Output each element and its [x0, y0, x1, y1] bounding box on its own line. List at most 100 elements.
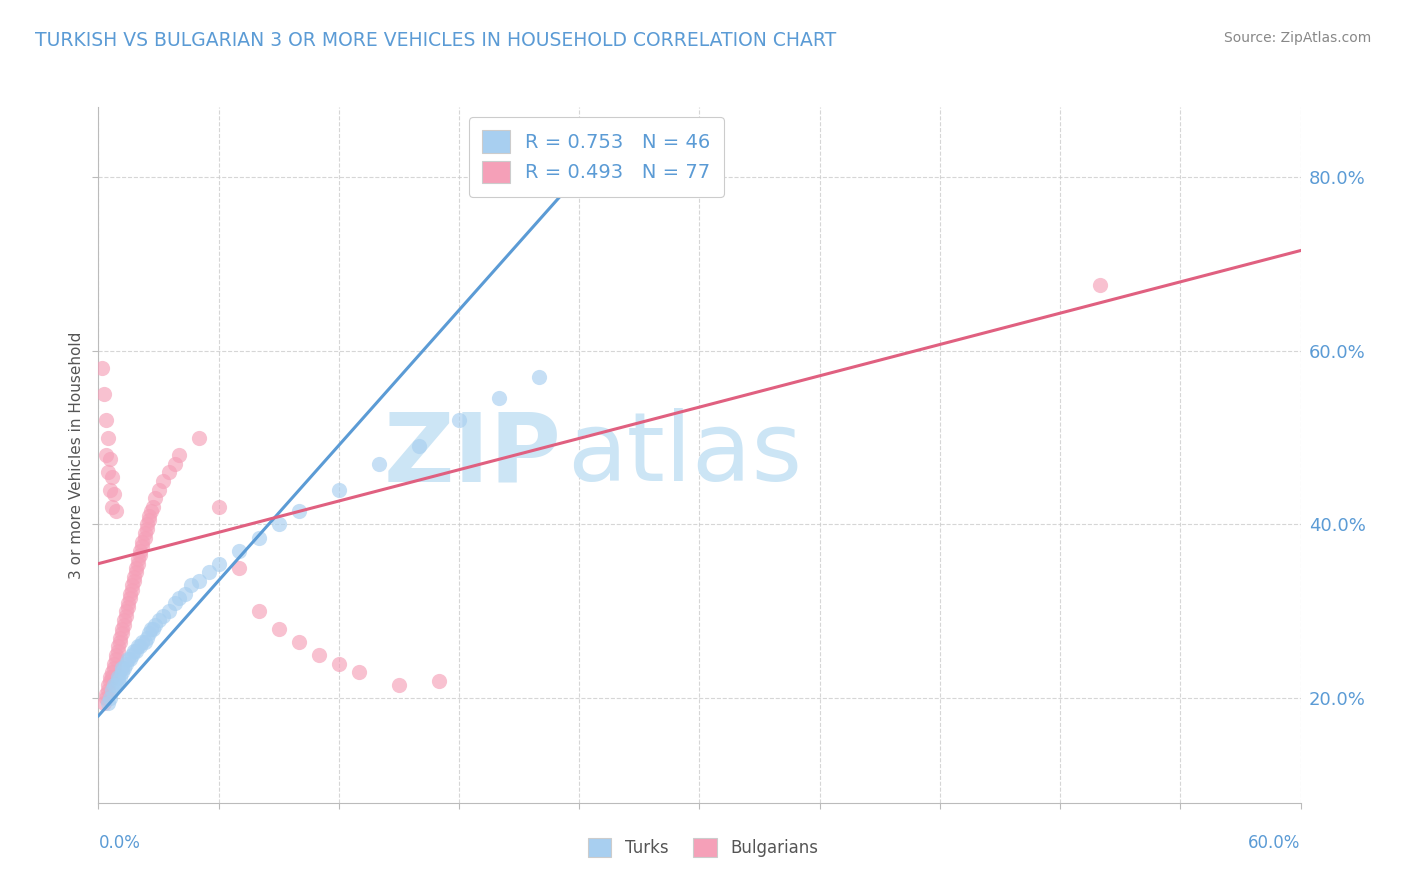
Point: [488, 392, 510, 406]
Point: [91, 361, 114, 376]
Point: [447, 413, 470, 427]
Point: [120, 652, 142, 666]
Point: [97, 430, 120, 444]
Point: [247, 605, 270, 619]
Point: [328, 483, 350, 497]
Point: [101, 682, 124, 697]
Point: [187, 430, 209, 444]
Point: [105, 652, 128, 666]
Point: [107, 674, 129, 689]
Point: [267, 622, 290, 636]
Point: [148, 483, 170, 497]
Point: [427, 674, 450, 689]
Point: [93, 387, 115, 401]
Point: [134, 635, 156, 649]
Point: [121, 648, 143, 662]
Point: [100, 674, 122, 689]
Point: [105, 678, 128, 692]
Point: [208, 500, 231, 514]
Point: [124, 570, 146, 584]
Point: [114, 661, 136, 675]
Point: [105, 648, 128, 662]
Point: [152, 608, 174, 623]
Point: [368, 457, 391, 471]
Point: [121, 582, 143, 597]
Point: [125, 561, 148, 575]
Point: [141, 500, 163, 514]
Point: [96, 448, 118, 462]
Y-axis label: 3 or more Vehicles in Household: 3 or more Vehicles in Household: [69, 331, 84, 579]
Legend: R = 0.753   N = 46, R = 0.493   N = 77: R = 0.753 N = 46, R = 0.493 N = 77: [468, 117, 724, 196]
Point: [247, 531, 270, 545]
Point: [131, 635, 153, 649]
Point: [408, 439, 430, 453]
Point: [101, 469, 124, 483]
Point: [110, 670, 132, 684]
Point: [110, 635, 132, 649]
Point: [197, 566, 219, 580]
Legend: Turks, Bulgarians: Turks, Bulgarians: [579, 830, 827, 866]
Point: [139, 622, 162, 636]
Point: [114, 613, 136, 627]
Point: [157, 466, 180, 480]
Point: [134, 531, 156, 545]
Point: [117, 596, 139, 610]
Text: atlas: atlas: [567, 409, 803, 501]
Point: [100, 452, 122, 467]
Point: [100, 483, 122, 497]
Point: [128, 552, 150, 566]
Text: TURKISH VS BULGARIAN 3 OR MORE VEHICLES IN HOUSEHOLD CORRELATION CHART: TURKISH VS BULGARIAN 3 OR MORE VEHICLES …: [35, 31, 837, 50]
Point: [138, 626, 160, 640]
Point: [129, 639, 152, 653]
Point: [101, 670, 124, 684]
Point: [96, 413, 118, 427]
Point: [143, 617, 166, 632]
Point: [120, 587, 142, 601]
Point: [96, 687, 118, 701]
Point: [152, 474, 174, 488]
Text: 60.0%: 60.0%: [1249, 834, 1301, 852]
Point: [1088, 278, 1111, 293]
Point: [328, 657, 350, 671]
Point: [138, 508, 160, 523]
Point: [111, 626, 134, 640]
Point: [101, 665, 124, 680]
Point: [111, 665, 134, 680]
Point: [173, 587, 195, 601]
Point: [120, 591, 142, 606]
Point: [129, 548, 152, 562]
Point: [163, 457, 186, 471]
Point: [529, 369, 551, 384]
Point: [129, 543, 152, 558]
Point: [125, 566, 148, 580]
Point: [107, 643, 129, 657]
Point: [288, 504, 311, 518]
Point: [135, 517, 157, 532]
Point: [114, 617, 136, 632]
Text: ZIP: ZIP: [384, 409, 561, 501]
Point: [107, 639, 129, 653]
Point: [131, 534, 153, 549]
Text: 0.0%: 0.0%: [98, 834, 141, 852]
Point: [105, 504, 128, 518]
Point: [138, 513, 160, 527]
Point: [117, 600, 139, 615]
Point: [124, 574, 146, 588]
Point: [111, 661, 134, 675]
Point: [103, 487, 125, 501]
Point: [228, 561, 250, 575]
Point: [267, 517, 290, 532]
Point: [228, 543, 250, 558]
Point: [93, 696, 115, 710]
Point: [128, 639, 150, 653]
Point: [135, 631, 157, 645]
Point: [100, 691, 122, 706]
Point: [97, 696, 120, 710]
Point: [124, 643, 146, 657]
Point: [347, 665, 370, 680]
Point: [115, 605, 138, 619]
Point: [288, 635, 311, 649]
Point: [134, 526, 156, 541]
Point: [103, 661, 125, 675]
Point: [135, 522, 157, 536]
